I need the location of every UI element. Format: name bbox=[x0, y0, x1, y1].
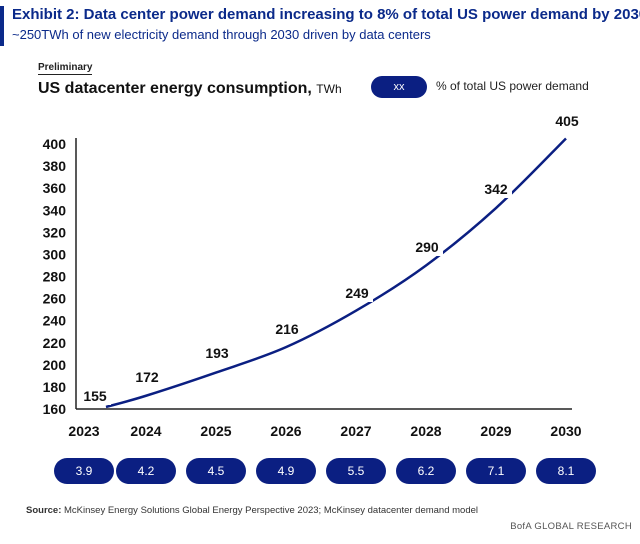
source-text: McKinsey Energy Solutions Global Energy … bbox=[64, 505, 479, 516]
x-tick-label: 2030 bbox=[550, 423, 581, 439]
share-pill: 4.9 bbox=[256, 458, 316, 484]
x-tick-label: 2027 bbox=[340, 423, 371, 439]
chart-unit: TWh bbox=[316, 82, 342, 96]
share-pill: 5.5 bbox=[326, 458, 386, 484]
x-tick-label: 2028 bbox=[410, 423, 441, 439]
data-label-bg bbox=[271, 320, 303, 338]
exhibit-subtitle: ~250TWh of new electricity demand throug… bbox=[12, 27, 431, 42]
share-pill: 8.1 bbox=[536, 458, 596, 484]
data-label-bg bbox=[79, 387, 111, 405]
data-label: 193 bbox=[205, 345, 229, 361]
y-tick-label: 360 bbox=[43, 180, 67, 196]
y-tick-label: 220 bbox=[43, 335, 67, 351]
legend-label: % of total US power demand bbox=[436, 79, 589, 93]
y-tick-label: 380 bbox=[43, 158, 67, 174]
x-tick-label: 2026 bbox=[270, 423, 301, 439]
x-tick-label: 2024 bbox=[130, 423, 161, 439]
x-tick-label: 2029 bbox=[480, 423, 511, 439]
chart-card bbox=[24, 56, 618, 442]
share-pill: 6.2 bbox=[396, 458, 456, 484]
x-tick-label: 2023 bbox=[68, 423, 99, 439]
data-label-bg bbox=[201, 344, 233, 362]
data-label: 249 bbox=[345, 285, 369, 301]
data-label-bg bbox=[480, 180, 512, 198]
y-tick-label: 180 bbox=[43, 379, 67, 395]
y-tick-label: 400 bbox=[43, 136, 67, 152]
y-tick-label: 240 bbox=[43, 313, 67, 329]
share-pill: 7.1 bbox=[466, 458, 526, 484]
data-label: 216 bbox=[275, 321, 299, 337]
x-tick-label: 2025 bbox=[200, 423, 231, 439]
data-label-bg bbox=[131, 368, 163, 386]
y-tick-label: 280 bbox=[43, 269, 67, 285]
preliminary-label: Preliminary bbox=[38, 62, 93, 75]
data-label: 172 bbox=[135, 369, 159, 385]
data-label: 342 bbox=[484, 181, 508, 197]
y-tick-label: 340 bbox=[43, 202, 67, 218]
accent-bar bbox=[0, 6, 4, 46]
data-label: 405 bbox=[555, 113, 579, 129]
data-label-bg bbox=[551, 112, 583, 130]
data-label-bg bbox=[411, 238, 443, 256]
chart-title: US datacenter energy consumption, TWh bbox=[38, 80, 342, 98]
series-line bbox=[105, 137, 567, 409]
source-label: Source: bbox=[26, 505, 62, 516]
data-label-bg bbox=[341, 284, 373, 302]
brand-label: BofA GLOBAL RESEARCH bbox=[510, 521, 632, 532]
share-pill: 3.9 bbox=[54, 458, 114, 484]
y-tick-label: 320 bbox=[43, 224, 67, 240]
data-label: 290 bbox=[415, 239, 439, 255]
y-tick-label: 260 bbox=[43, 291, 67, 307]
share-pill: 4.2 bbox=[116, 458, 176, 484]
source-note: Source: McKinsey Energy Solutions Global… bbox=[26, 505, 478, 516]
y-tick-label: 300 bbox=[43, 246, 67, 262]
legend-pill: xx bbox=[371, 76, 427, 98]
exhibit-title: Exhibit 2: Data center power demand incr… bbox=[12, 6, 640, 23]
data-label: 155 bbox=[83, 388, 107, 404]
y-tick-label: 160 bbox=[43, 401, 67, 417]
y-tick-label: 200 bbox=[43, 357, 67, 373]
share-pill: 4.5 bbox=[186, 458, 246, 484]
chart-title-text: US datacenter energy consumption, bbox=[38, 80, 312, 97]
